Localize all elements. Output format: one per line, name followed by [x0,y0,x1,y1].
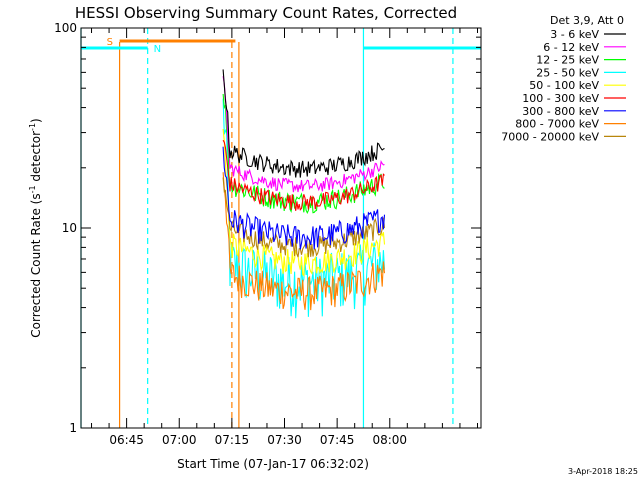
legend-label-7: 800 - 7000 keV [515,118,599,131]
axes [80,27,482,429]
series-trace-3 [222,98,386,319]
y-tick-label-2: 100 [54,21,77,35]
x-tick-label-1: 07:00 [162,433,197,447]
x-axis-label: Start Time (07-Jan-17 06:32:02) [177,457,369,471]
y-axis-label-exp2: -1 [28,123,37,131]
y-tick-label-1: 10 [62,221,77,235]
y-tick-label-0: 1 [69,421,77,435]
series-trace-0 [222,69,385,178]
legend-label-8: 7000 - 20000 keV [501,130,599,143]
legend-label-5: 100 - 300 keV [522,92,599,105]
s-flag-label: S [107,37,113,48]
series-group [222,69,386,319]
series-trace-5 [222,139,385,211]
legend-title: Det 3,9, Att 0 [550,14,624,27]
y-axis-label: Corrected Count Rate (s-1 detector-1) [28,118,43,337]
footer-timestamp: 3-Apr-2018 18:25 [568,467,638,476]
y-axis-label-end: ) [29,118,43,123]
legend-label-6: 300 - 800 keV [522,105,599,118]
x-tick-label-5: 08:00 [372,433,407,447]
legend-label-0: 3 - 6 keV [550,28,599,41]
y-axis-label-mid: detector [29,131,43,186]
plot-frame [80,27,482,429]
y-axis-label-main: Corrected Count Rate (s [29,193,43,337]
x-tick-label-4: 07:45 [320,433,355,447]
legend-label-4: 50 - 100 keV [529,79,599,92]
tick-labels: 1 10 100 06:45 07:00 07:15 07:30 07:45 08:00 [54,21,407,447]
chart-title: HESSI Observing Summary Count Rates, Cor… [75,4,457,22]
series-trace-1 [222,76,385,193]
n-flag-label: N [154,44,161,55]
observing-flags: SN [80,28,481,428]
legend-label-3: 25 - 50 keV [536,66,599,79]
legend-label-1: 6 - 12 keV [543,41,599,54]
x-tick-label-2: 07:15 [215,433,250,447]
legend-label-2: 12 - 25 keV [536,54,599,67]
series-trace-7 [222,172,386,311]
x-tick-label-3: 07:30 [267,433,302,447]
series-trace-4 [222,128,386,277]
x-tick-label-0: 06:45 [109,433,144,447]
y-axis-label-exp1: -1 [28,185,37,193]
series-trace-6 [222,146,386,250]
